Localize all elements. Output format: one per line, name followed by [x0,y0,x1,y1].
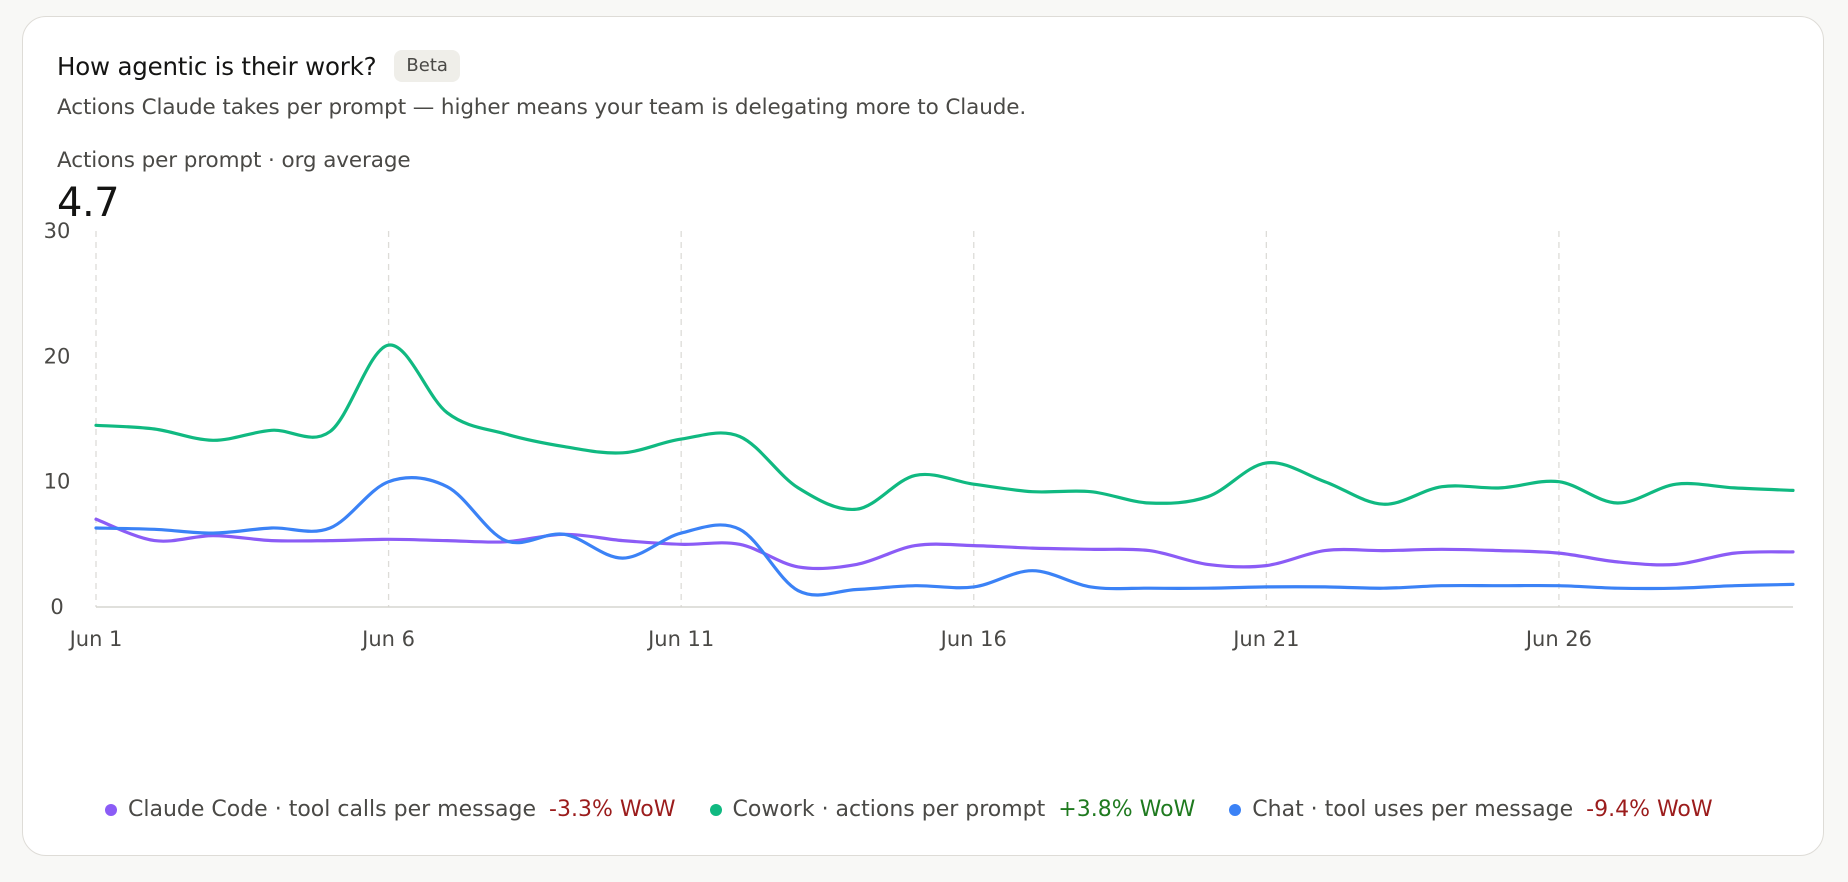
legend-dot-cowork [709,803,722,816]
beta-badge: Beta [394,50,460,82]
series-line-cowork [94,343,1795,512]
x-tick-label: Jun 21 [1231,627,1299,651]
card-title: How agentic is their work? [57,51,377,81]
x-tick-label: Jun 1 [68,627,123,651]
metric-label: Actions per prompt · org average [57,148,411,173]
legend-label-chat: Chat · tool uses per message [1252,797,1574,822]
series-line-claude-code [94,517,1795,571]
legend-dot-chat [1229,803,1242,816]
y-tick-label: 20 [44,344,71,368]
y-tick-label: 0 [50,595,63,619]
legend-label-claude-code: Claude Code · tool calls per message [128,797,537,822]
y-tick-label: 10 [44,470,71,494]
x-tick-label: Jun 16 [939,627,1007,651]
legend-change-cowork: +3.8% WoW [1058,797,1196,822]
legend-change-chat: -9.4% WoW [1586,797,1713,822]
title-row: How agentic is their work? Beta [57,47,1789,85]
legend-item-claude-code[interactable]: Claude Code · tool calls per message -3.… [105,797,676,822]
legend-item-cowork[interactable]: Cowork · actions per prompt +3.8% WoW [709,797,1196,822]
line-chart: Jun 1 Jun 6 Jun 11 Jun 16 Jun 21 Jun 26 0 10 20 3… [44,219,1795,651]
card-subtitle: Actions Claude takes per prompt — higher… [57,95,1027,120]
series-line-chat [94,476,1795,597]
metric-value: 4.7 [57,180,120,226]
x-tick-label: Jun 26 [1524,627,1592,651]
agentic-work-card: How agentic is their work? Beta Actions … [22,16,1824,856]
legend-item-chat[interactable]: Chat · tool uses per message -9.4% WoW [1229,797,1713,822]
x-tick-label: Jun 11 [646,627,714,651]
x-tick-label: Jun 6 [360,627,415,651]
legend-label-cowork: Cowork · actions per prompt [732,797,1046,822]
card-header: How agentic is their work? Beta Actions … [57,47,1789,227]
legend-dot-claude-code [105,803,117,816]
chart-legend: Claude Code · tool calls per message -3.… [105,797,1713,822]
y-tick-label: 30 [44,219,71,243]
legend-change-claude-code: -3.3% WoW [549,797,676,822]
